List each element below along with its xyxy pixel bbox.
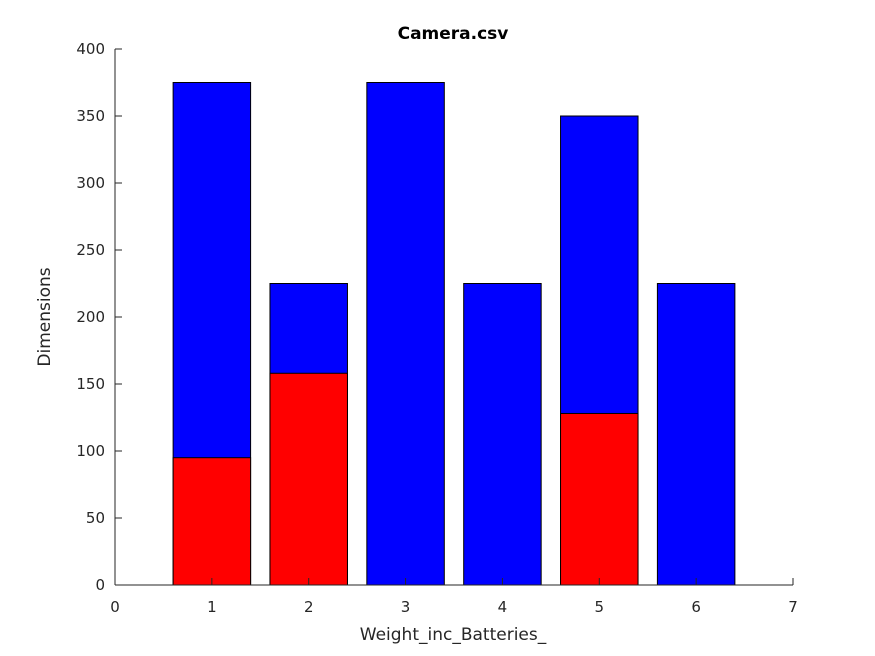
y-axis-label: Dimensions bbox=[35, 267, 55, 366]
bar-series2-5 bbox=[560, 412, 639, 586]
x-tick-label: 4 bbox=[498, 598, 508, 616]
y-tick-label: 400 bbox=[76, 40, 105, 58]
bar-series1-6 bbox=[656, 283, 736, 586]
x-tick-label: 3 bbox=[401, 598, 411, 616]
bar-series2-1 bbox=[172, 457, 252, 586]
y-tick-label: 350 bbox=[76, 107, 105, 125]
y-tick-label: 250 bbox=[76, 241, 105, 259]
y-tick-label: 0 bbox=[95, 576, 105, 594]
bars-layer bbox=[172, 82, 736, 586]
bar-series1-4 bbox=[463, 283, 542, 586]
x-tick-label: 1 bbox=[207, 598, 217, 616]
y-tick-label: 200 bbox=[76, 308, 105, 326]
x-tick-label: 5 bbox=[595, 598, 605, 616]
y-tick-label: 100 bbox=[76, 442, 105, 460]
x-tick-label: 0 bbox=[110, 598, 120, 616]
x-tick-label: 2 bbox=[304, 598, 314, 616]
y-tick-label: 300 bbox=[76, 174, 105, 192]
bar-series2-2 bbox=[269, 372, 348, 586]
x-tick-label: 6 bbox=[691, 598, 701, 616]
axes-layer: 0 1 2 3 4 5 6 7 0 50 100 150 200 250 300 350 400 bbox=[76, 40, 797, 616]
x-axis-label: Weight_inc_Batteries_ bbox=[360, 625, 547, 645]
bar-series1-3 bbox=[366, 82, 445, 586]
x-tick-label: 7 bbox=[788, 598, 798, 616]
chart-title: Camera.csv bbox=[398, 24, 509, 44]
y-tick-label: 150 bbox=[76, 375, 105, 393]
y-tick-label: 50 bbox=[86, 509, 105, 527]
